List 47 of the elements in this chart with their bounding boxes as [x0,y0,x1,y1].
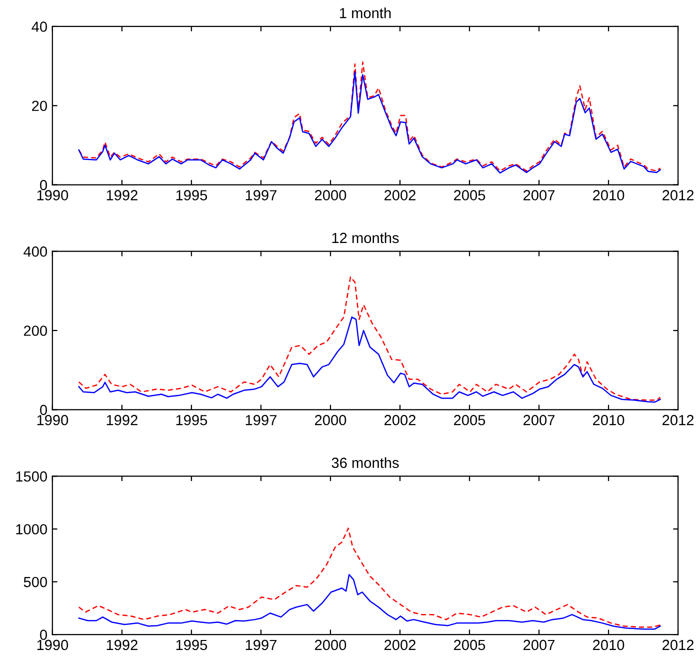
x-tick-label: 2000 [314,640,346,650]
y-tick-label: 0 [40,180,47,190]
x-tick-label: 2007 [524,190,554,200]
x-tick-label: 2005 [454,190,486,200]
x-tick-label: 2002 [384,190,416,200]
x-tick-label: 1990 [37,414,68,426]
line-series [78,276,661,401]
y-tick-label: 0 [40,630,47,640]
x-tick-label: 1995 [176,190,208,200]
x-tick-label: 2002 [384,414,416,426]
x-tick-label: 2000 [314,414,346,426]
y-tick-label: 200 [24,326,47,336]
x-tick-label: 2012 [662,640,694,650]
x-tick-label: 2005 [454,414,486,426]
x-tick-label: 1995 [176,414,208,426]
x-tick-label: 1997 [246,414,276,426]
x-tick-label: 1990 [37,190,68,200]
x-tick-label: 2010 [593,190,624,200]
chart-title: 1 month [340,8,391,18]
y-tick-label: 1000 [16,524,47,534]
x-tick-label: 2007 [524,640,554,650]
chart-title: 12 months [332,232,399,244]
x-tick-label: 2010 [593,414,624,426]
x-tick-label: 2005 [454,640,486,650]
x-tick-label: 1997 [246,190,276,200]
y-tick-label: 20 [32,100,47,112]
line-series [78,316,661,403]
y-tick-label: 500 [24,576,47,588]
x-tick-label: 1992 [106,190,138,200]
x-tick-label: 2012 [662,190,694,200]
x-tick-label: 2010 [593,640,624,650]
x-tick-label: 1992 [106,414,138,426]
y-tick-label: 0 [40,404,47,416]
y-tick-label: 40 [32,22,47,32]
line-series [78,528,661,628]
x-tick-label: 2007 [524,414,554,426]
x-tick-label: 2000 [314,190,346,200]
y-tick-label: 1500 [16,471,47,482]
y-tick-label: 400 [24,246,47,257]
x-tick-label: 2012 [662,414,694,426]
x-tick-label: 1995 [176,640,208,650]
chart-title: 36 months [332,457,399,468]
x-tick-label: 1997 [246,640,276,650]
x-tick-label: 1990 [37,640,68,650]
line-series [78,574,661,630]
x-tick-label: 1992 [106,640,138,650]
x-tick-label: 2002 [384,640,416,650]
